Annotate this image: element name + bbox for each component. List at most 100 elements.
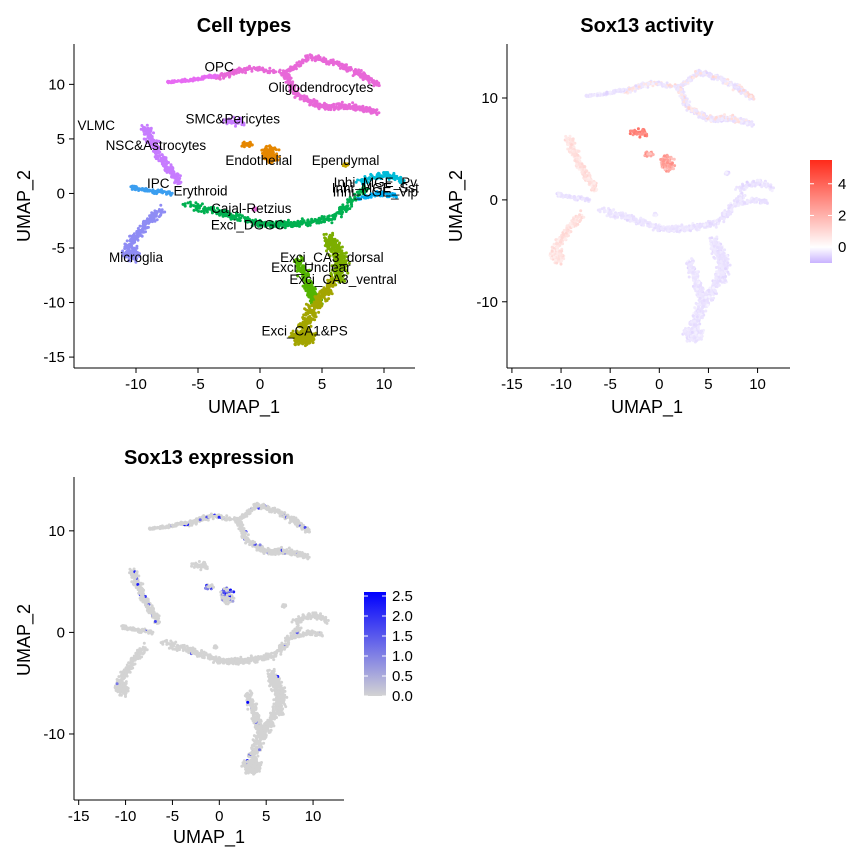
- cell-point: [575, 163, 579, 166]
- cell-point: [673, 164, 677, 168]
- cell-point: [146, 135, 150, 139]
- cell-point: [315, 218, 319, 222]
- cell-point: [162, 159, 166, 163]
- cell-point: [756, 181, 760, 185]
- cell-point: [155, 151, 159, 155]
- cell-point: [333, 240, 337, 244]
- cell-point: [382, 171, 386, 175]
- cell-point: [131, 233, 135, 237]
- cell-point: [317, 310, 321, 314]
- cell-point: [612, 89, 616, 93]
- cluster-label: Exci_DGGC: [211, 217, 285, 232]
- cell-point: [264, 149, 268, 153]
- cell-point: [340, 245, 344, 249]
- cell-point: [687, 107, 691, 110]
- cell-point: [710, 115, 714, 119]
- cell-point: [196, 204, 200, 208]
- cell-point: [281, 69, 285, 73]
- cell-point: [330, 60, 334, 64]
- cell-point: [236, 67, 240, 71]
- cell-point: [348, 68, 352, 72]
- cell-point: [340, 207, 344, 211]
- cell-point: [157, 208, 161, 211]
- cell-point: [229, 120, 233, 124]
- cell-point: [292, 67, 296, 71]
- cell-point: [736, 88, 740, 91]
- cell-point: [229, 69, 233, 73]
- cell-point: [574, 198, 577, 202]
- cell-point: [221, 121, 225, 124]
- cell-point: [370, 77, 373, 81]
- cell-point: [320, 288, 324, 292]
- cell-point: [684, 100, 688, 103]
- cell-point: [374, 81, 377, 85]
- scatter-points: [548, 68, 775, 344]
- cell-point: [304, 313, 308, 317]
- cell-point: [307, 306, 311, 310]
- cell-point: [144, 137, 148, 141]
- cell-point: [352, 107, 355, 111]
- cell-point: [201, 75, 205, 79]
- cell-point: [588, 94, 592, 98]
- cell-point: [646, 152, 650, 156]
- cell-point: [165, 165, 169, 169]
- cell-point: [188, 79, 192, 83]
- cell-point: [327, 241, 331, 245]
- cluster-label: Oligodendrocytes: [268, 80, 373, 95]
- cell-point: [314, 103, 318, 107]
- cell-point: [580, 170, 584, 174]
- cluster-label: OPC: [204, 59, 234, 74]
- cell-point: [188, 200, 192, 204]
- cell-point: [324, 217, 328, 221]
- cell-point: [150, 212, 154, 216]
- cell-point: [580, 165, 584, 169]
- cell-point: [313, 59, 317, 63]
- cell-point: [350, 199, 354, 203]
- cell-point: [317, 296, 321, 300]
- cell-point: [763, 183, 767, 187]
- cell-point: [576, 149, 580, 153]
- cell-point: [131, 186, 135, 190]
- cell-point: [303, 307, 307, 311]
- cell-point: [152, 131, 155, 135]
- cell-point: [342, 103, 346, 107]
- cell-point: [349, 202, 353, 206]
- cell-point: [680, 95, 684, 99]
- cell-point: [330, 221, 334, 225]
- cell-point: [176, 176, 179, 180]
- cell-point: [337, 243, 341, 246]
- cell-point: [250, 67, 254, 71]
- cell-point: [319, 304, 323, 308]
- cell-point: [305, 343, 309, 346]
- cell-point: [171, 173, 175, 176]
- cell-point: [573, 152, 577, 156]
- cell-point: [714, 115, 718, 119]
- cell-point: [649, 152, 652, 156]
- cell-point: [141, 227, 145, 231]
- cell-point: [137, 229, 141, 232]
- cell-point: [361, 77, 365, 81]
- cell-point: [340, 63, 343, 67]
- cell-point: [635, 131, 639, 135]
- cell-point: [672, 167, 675, 171]
- cell-point: [274, 148, 278, 152]
- cell-point: [309, 220, 313, 224]
- cell-point: [157, 150, 161, 154]
- cell-point: [673, 84, 676, 88]
- cluster-label: VLMC: [78, 118, 116, 133]
- cell-point: [331, 231, 335, 235]
- cell-point: [325, 292, 328, 296]
- cell-point: [167, 166, 171, 170]
- cell-point: [569, 145, 573, 149]
- cell-point: [130, 245, 134, 249]
- cell-point: [237, 117, 241, 121]
- cell-point: [349, 105, 353, 109]
- x-tick-label: -5: [191, 376, 204, 393]
- cell-point: [760, 185, 764, 189]
- cell-point: [588, 173, 592, 177]
- cell-point: [250, 69, 254, 73]
- cell-point: [347, 103, 351, 107]
- cell-point: [354, 69, 358, 72]
- cluster-label: Ependymal: [312, 153, 380, 168]
